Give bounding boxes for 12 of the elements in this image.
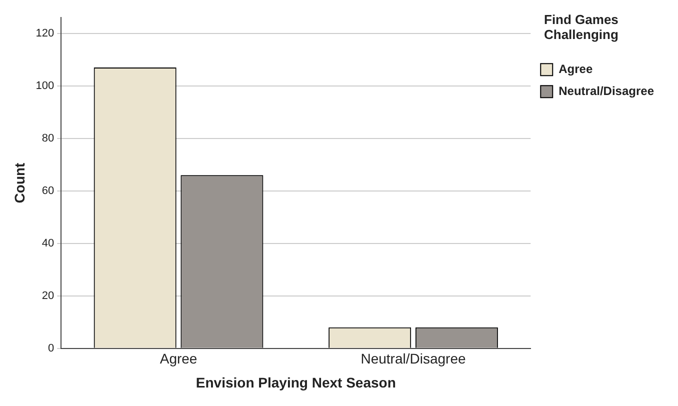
y-tick-label: 60 [42, 184, 54, 197]
y-tick-label: 80 [42, 132, 54, 144]
legend-label: Neutral/Disagree [558, 84, 654, 98]
y-tick-label: 20 [42, 290, 54, 302]
legend-title: Find Games Challenging [544, 12, 620, 42]
y-axis-title: Count [11, 162, 28, 204]
y-tick-label: 40 [42, 237, 54, 250]
y-tick-label: 0 [48, 342, 54, 354]
y-tick-label: 100 [36, 80, 54, 92]
legend-label: Agree [558, 62, 593, 76]
y-tick-label: 120 [36, 27, 54, 40]
x-axis-title: Envision Playing Next Season [196, 374, 396, 390]
